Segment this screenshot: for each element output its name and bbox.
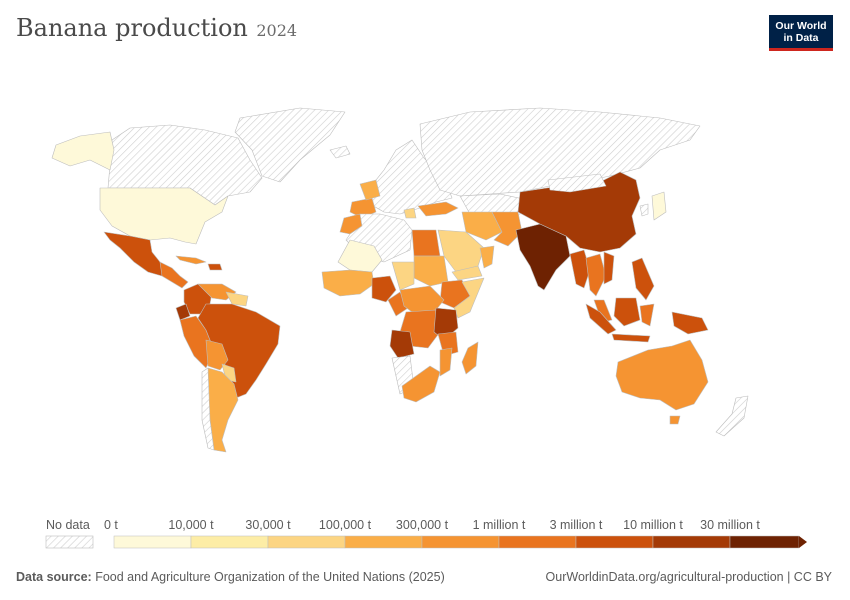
- region-borneo[interactable]: [613, 297, 641, 327]
- region-mongolia[interactable]: [547, 173, 607, 193]
- region-caribbean[interactable]: [175, 255, 207, 265]
- source-url[interactable]: OurWorldinData.org/agricultural-producti…: [545, 570, 832, 584]
- region-iran[interactable]: [461, 211, 503, 241]
- data-source: Data source: Food and Agriculture Organi…: [16, 570, 445, 584]
- region-australia[interactable]: [615, 339, 709, 411]
- region-iceland[interactable]: [329, 145, 351, 159]
- region-hispaniola[interactable]: [207, 263, 223, 271]
- region-chile[interactable]: [201, 367, 215, 451]
- region-egypt[interactable]: [411, 229, 441, 257]
- region-central-america[interactable]: [159, 261, 189, 289]
- region-alaska[interactable]: [51, 131, 115, 171]
- region-vietnam[interactable]: [603, 251, 615, 285]
- chart-title-row: Banana production 2024: [16, 14, 297, 42]
- logo-line-1: Our World: [775, 20, 827, 32]
- region-sudan[interactable]: [413, 255, 449, 287]
- logo-line-2: in Data: [783, 32, 819, 44]
- region-usa[interactable]: [99, 187, 229, 245]
- region-ecuador[interactable]: [175, 303, 191, 321]
- region-guianas[interactable]: [225, 291, 249, 307]
- region-west-africa[interactable]: [321, 269, 375, 297]
- region-korea[interactable]: [639, 203, 649, 217]
- region-yemen[interactable]: [451, 265, 483, 281]
- region-south-africa[interactable]: [401, 365, 441, 403]
- region-java[interactable]: [611, 333, 651, 343]
- region-china[interactable]: [517, 171, 641, 253]
- region-oman[interactable]: [479, 245, 495, 269]
- data-source-label: Data source:: [16, 570, 92, 584]
- region-madagascar[interactable]: [461, 341, 479, 375]
- region-france[interactable]: [359, 179, 381, 201]
- region-thailand[interactable]: [585, 253, 607, 297]
- region-sumatra[interactable]: [585, 303, 617, 335]
- region-sulawesi[interactable]: [639, 303, 655, 327]
- data-source-text: Food and Agriculture Organization of the…: [95, 570, 445, 584]
- region-myanmar[interactable]: [569, 249, 591, 289]
- region-new-zealand[interactable]: [715, 395, 749, 437]
- region-nigeria[interactable]: [371, 275, 397, 303]
- region-greece[interactable]: [403, 207, 417, 219]
- region-somalia[interactable]: [453, 277, 485, 319]
- region-japan[interactable]: [651, 191, 667, 221]
- chart-year: 2024: [256, 21, 298, 40]
- chart-title: Banana production: [16, 14, 248, 42]
- region-angola[interactable]: [389, 329, 415, 359]
- region-greenland[interactable]: [234, 107, 346, 183]
- region-turkey[interactable]: [417, 201, 459, 217]
- region-mozambique[interactable]: [439, 347, 453, 377]
- owid-logo[interactable]: Our World in Data: [769, 15, 833, 51]
- region-png[interactable]: [671, 311, 709, 335]
- region-russia[interactable]: [419, 107, 701, 197]
- region-philippines[interactable]: [631, 257, 655, 301]
- region-chad[interactable]: [391, 261, 415, 291]
- region-tasmania[interactable]: [669, 415, 681, 425]
- region-brazil[interactable]: [197, 303, 281, 399]
